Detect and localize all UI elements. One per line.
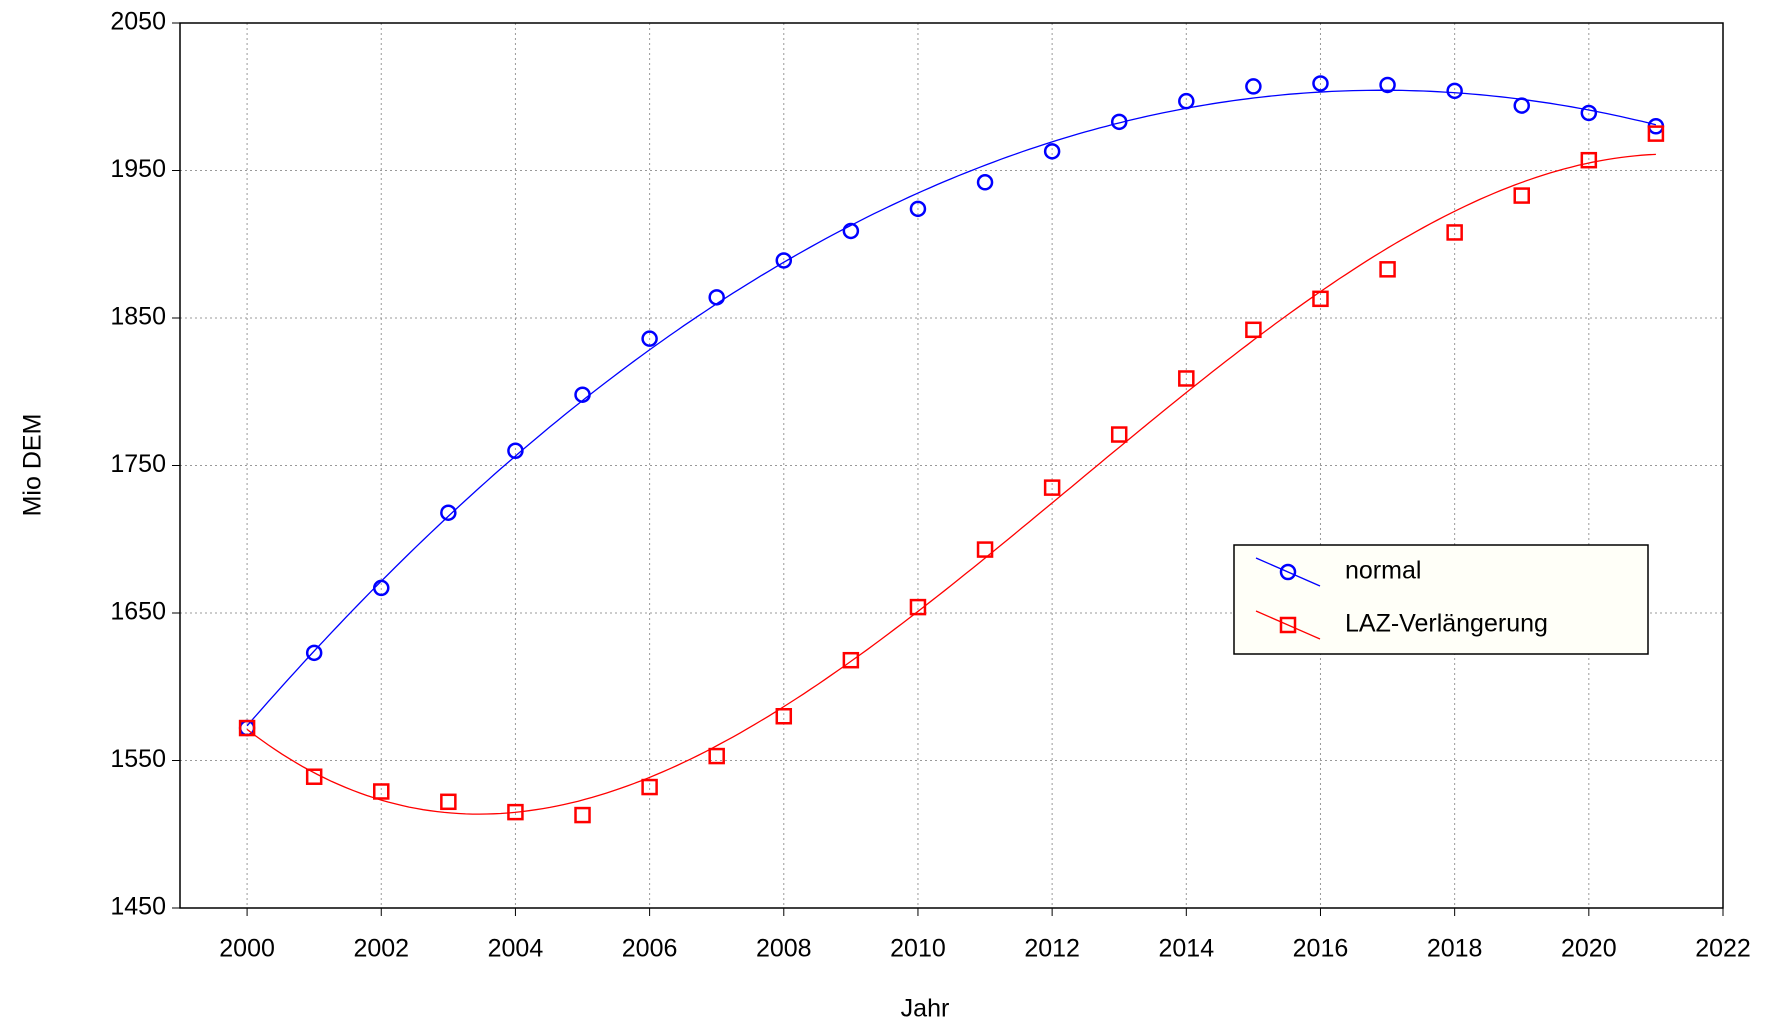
- marker: [574, 806, 591, 824]
- marker: [1178, 370, 1195, 387]
- marker: [1446, 82, 1463, 100]
- y-tick-label: 2050: [110, 8, 166, 36]
- marker: [842, 222, 860, 240]
- marker: [507, 803, 524, 821]
- legend: normal LAZ-Verlängerung: [1233, 544, 1649, 655]
- x-tick-label: 2004: [488, 935, 544, 963]
- marker: [1513, 97, 1530, 114]
- y-axis-label: Mio DEM: [19, 414, 47, 517]
- fit-curve: [246, 153, 1656, 815]
- x-tick-label: 2014: [1158, 935, 1214, 963]
- marker: [238, 719, 256, 737]
- marker: [1312, 290, 1329, 308]
- marker: [1379, 261, 1396, 278]
- x-tick-label: 2006: [622, 935, 678, 963]
- marker: [842, 651, 860, 669]
- marker: [305, 768, 323, 785]
- marker: [775, 708, 793, 725]
- x-tick-label: 2002: [353, 935, 409, 963]
- marker: [1043, 143, 1061, 160]
- marker: [1647, 125, 1665, 142]
- marker: [440, 793, 457, 811]
- marker: [641, 778, 658, 796]
- marker: [1312, 75, 1329, 92]
- marker: [1245, 78, 1262, 95]
- marker: [641, 330, 658, 347]
- marker: [1513, 187, 1530, 204]
- plot-frame: [179, 22, 1724, 909]
- y-tick-label: 1750: [110, 450, 166, 478]
- x-tick-label: 2016: [1293, 935, 1349, 963]
- x-tick-label: 2008: [756, 935, 812, 963]
- x-tick-label: 2000: [219, 935, 275, 963]
- marker: [708, 289, 725, 306]
- x-tick-label: 2012: [1024, 935, 1080, 963]
- y-tick-label: 1650: [110, 598, 166, 626]
- marker: [1110, 113, 1128, 131]
- marker: [909, 200, 927, 218]
- marker: [1446, 224, 1463, 241]
- marker: [574, 386, 591, 403]
- x-tick-label: 2018: [1427, 935, 1483, 963]
- fit-curve: [246, 89, 1657, 727]
- marker: [305, 644, 323, 662]
- marker: [373, 579, 390, 597]
- marker: [1043, 479, 1061, 496]
- marker: [1580, 151, 1598, 169]
- marker: [708, 747, 725, 765]
- x-tick-label: 2022: [1695, 935, 1751, 963]
- marker: [1178, 92, 1195, 110]
- marker: [373, 783, 390, 800]
- marker: [976, 541, 994, 558]
- x-axis-label: Jahr: [901, 995, 950, 1023]
- y-tick-label: 1550: [110, 745, 166, 773]
- legend-label: normal: [1345, 557, 1421, 585]
- marker: [976, 174, 994, 191]
- legend-line: [1255, 610, 1321, 640]
- y-tick-label: 1850: [110, 303, 166, 331]
- marker: [775, 252, 793, 269]
- legend-line: [1255, 557, 1321, 587]
- marker: [440, 504, 457, 521]
- marker: [1110, 426, 1128, 443]
- marker: [507, 442, 524, 459]
- legend-box: [1233, 544, 1649, 655]
- x-tick-label: 2020: [1561, 935, 1617, 963]
- marker: [1279, 616, 1297, 634]
- marker: [1580, 104, 1598, 122]
- marker: [1245, 321, 1262, 339]
- x-tick-label: 2010: [890, 935, 946, 963]
- y-tick-label: 1950: [110, 155, 166, 183]
- marker: [1279, 563, 1297, 581]
- legend-label: LAZ-Verlängerung: [1345, 610, 1548, 638]
- marker: [1379, 76, 1396, 94]
- y-tick-label: 1450: [110, 893, 166, 921]
- marker: [909, 598, 927, 616]
